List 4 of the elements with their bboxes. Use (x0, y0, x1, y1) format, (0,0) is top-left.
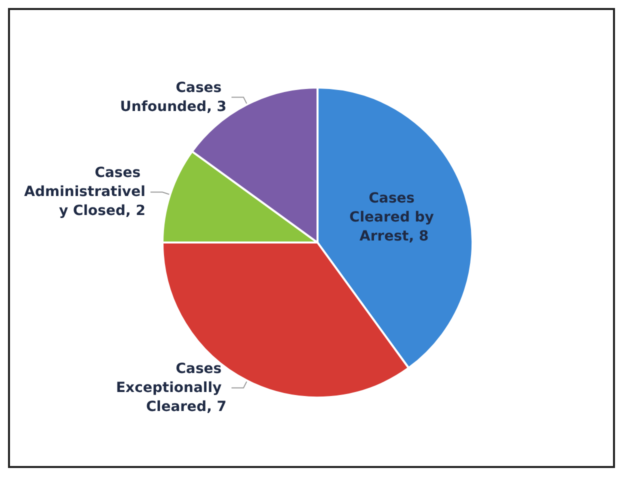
slice-label: Cases Unfounded, 3 (120, 80, 227, 115)
slice-label: Cases Administratively Closed, 2 (24, 165, 146, 220)
slice-label: Cases Cleared by Arrest, 8 (349, 190, 439, 245)
slice-label: Cases Exceptionally Cleared, 7 (116, 360, 227, 415)
